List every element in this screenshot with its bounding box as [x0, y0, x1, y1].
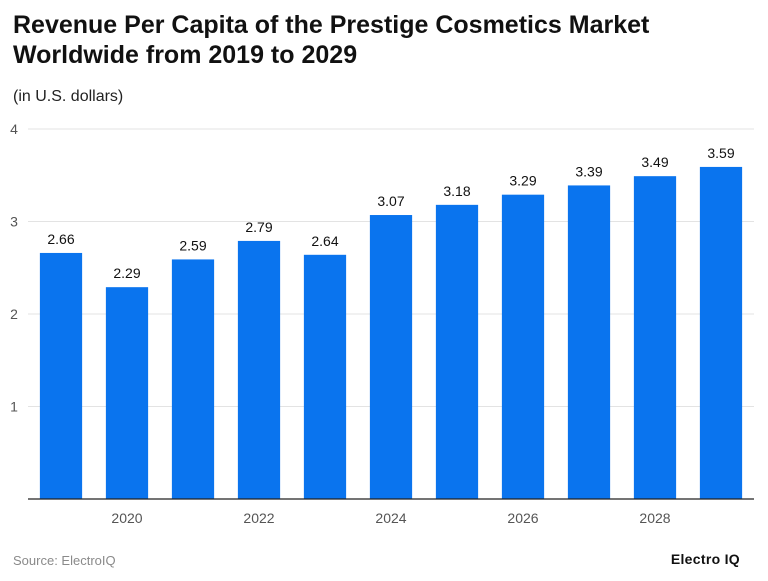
data-label: 2.66 [47, 231, 74, 247]
x-tick-label: 2028 [639, 510, 670, 526]
y-tick-label: 1 [10, 399, 18, 415]
bar [633, 176, 677, 500]
data-label: 3.18 [443, 183, 470, 199]
x-tick-label: 2026 [507, 510, 538, 526]
chart-subtitle: (in U.S. dollars) [13, 88, 124, 105]
data-label: 3.39 [575, 163, 602, 179]
data-label: 2.64 [311, 233, 338, 249]
data-label: 2.59 [179, 237, 206, 253]
x-tick-label: 2024 [375, 510, 406, 526]
chart-title: Revenue Per Capita of the Prestige Cosme… [13, 11, 650, 69]
x-tick-label: 2022 [243, 510, 274, 526]
data-label: 3.07 [377, 193, 404, 209]
bar [39, 252, 83, 499]
y-tick-label: 2 [10, 306, 18, 322]
data-label: 2.79 [245, 219, 272, 235]
data-label: 3.49 [641, 154, 668, 170]
y-tick-label: 4 [10, 121, 18, 137]
source-note: Source: ElectroIQ [13, 553, 116, 568]
bar [303, 254, 347, 499]
bar [435, 204, 479, 499]
x-tick-label: 2020 [111, 510, 142, 526]
bar [567, 185, 611, 500]
bar [369, 215, 413, 499]
bar [105, 287, 149, 499]
bar [501, 194, 545, 500]
data-label: 2.29 [113, 265, 140, 281]
brand-logo: Electro IQ [670, 551, 740, 567]
data-label: 3.59 [707, 145, 734, 161]
data-label: 3.29 [509, 173, 536, 189]
bar [171, 259, 215, 499]
bar [699, 166, 743, 500]
y-tick-label: 3 [10, 214, 18, 230]
bar [237, 240, 281, 500]
